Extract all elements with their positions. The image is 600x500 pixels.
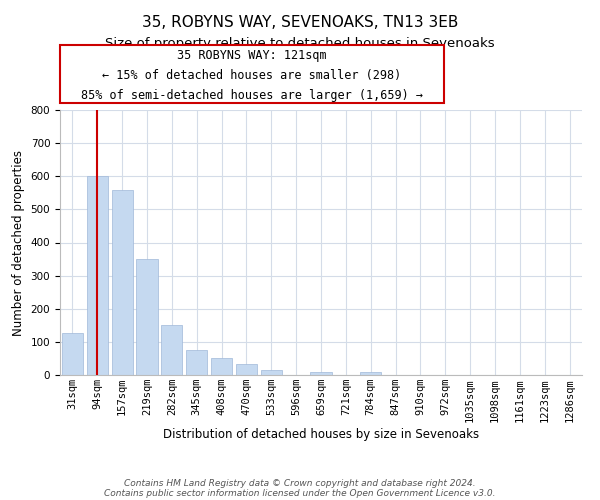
Y-axis label: Number of detached properties: Number of detached properties [12, 150, 25, 336]
Text: Size of property relative to detached houses in Sevenoaks: Size of property relative to detached ho… [105, 38, 495, 51]
Text: Contains HM Land Registry data © Crown copyright and database right 2024.: Contains HM Land Registry data © Crown c… [124, 478, 476, 488]
Bar [186, 350, 207, 375]
Text: Contains public sector information licensed under the Open Government Licence v3: Contains public sector information licen… [104, 488, 496, 498]
Bar [261, 370, 282, 375]
Bar [62, 333, 83, 375]
Bar [112, 190, 133, 375]
Bar [360, 372, 381, 375]
Text: 35 ROBYNS WAY: 121sqm
← 15% of detached houses are smaller (298)
85% of semi-det: 35 ROBYNS WAY: 121sqm ← 15% of detached … [81, 49, 423, 102]
Bar [136, 260, 158, 375]
Bar [161, 325, 182, 375]
Bar [236, 364, 257, 375]
Text: 35, ROBYNS WAY, SEVENOAKS, TN13 3EB: 35, ROBYNS WAY, SEVENOAKS, TN13 3EB [142, 15, 458, 30]
Bar [87, 176, 108, 375]
Bar [310, 372, 332, 375]
Bar [211, 358, 232, 375]
X-axis label: Distribution of detached houses by size in Sevenoaks: Distribution of detached houses by size … [163, 428, 479, 442]
